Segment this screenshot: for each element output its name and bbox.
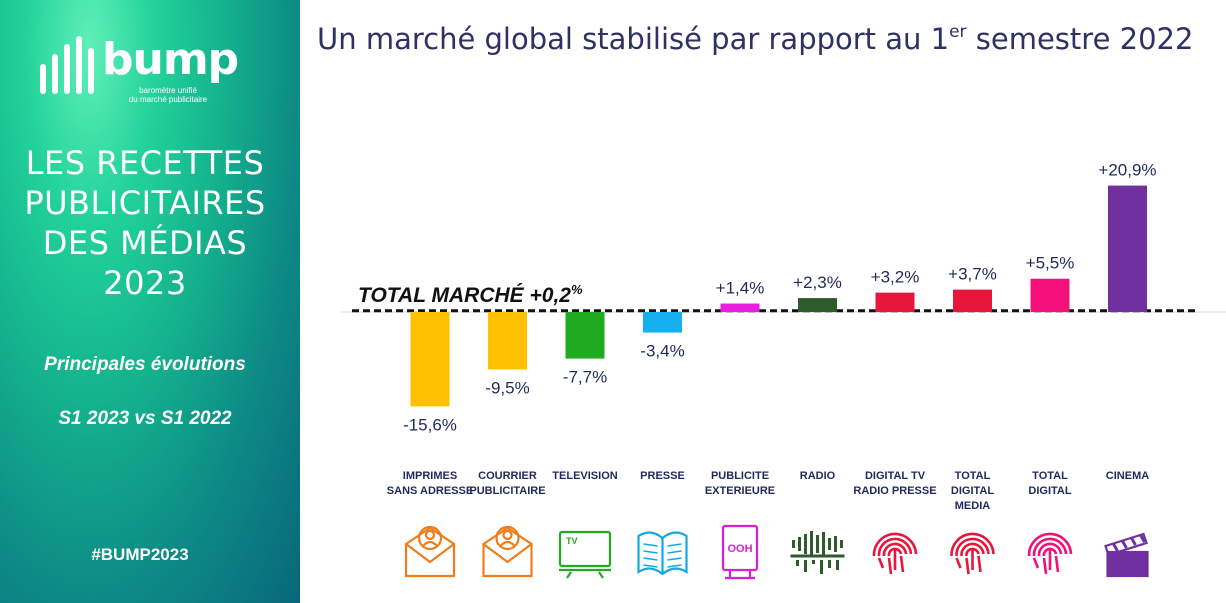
data-label-2: -7,7% bbox=[563, 368, 607, 387]
logo-bars-icon bbox=[40, 36, 100, 94]
clapperboard-icon bbox=[1104, 532, 1149, 578]
logo-wordmark: bump bbox=[102, 34, 239, 85]
category-label-7-2: MEDIA bbox=[955, 500, 991, 512]
hashtag: #BUMP2023 bbox=[91, 545, 189, 564]
bump-logo: bump baromètre unifié du marché publicit… bbox=[40, 34, 260, 106]
bar-4 bbox=[720, 303, 760, 312]
category-label-4-0: PUBLICITE bbox=[711, 470, 769, 482]
tv-icon: TV bbox=[558, 530, 612, 579]
envelope-person-icon bbox=[404, 525, 456, 578]
newspaper-icon bbox=[637, 531, 688, 576]
category-label-2-0: TELEVISION bbox=[552, 470, 617, 482]
bar-6 bbox=[875, 292, 915, 312]
category-label-1-0: COURRIER bbox=[478, 470, 537, 482]
data-label-3: -3,4% bbox=[640, 342, 684, 361]
data-label-9: +20,9% bbox=[1098, 161, 1156, 180]
data-label-4: +1,4% bbox=[716, 279, 765, 298]
svg-text:TV: TV bbox=[566, 536, 578, 546]
logo-tagline: baromètre unifié du marché publicitaire bbox=[128, 86, 208, 104]
bar-5 bbox=[798, 298, 837, 312]
category-label-8-0: TOTAL bbox=[1032, 470, 1068, 482]
category-label-9-0: CINEMA bbox=[1106, 470, 1149, 482]
category-label-0-1: SANS ADRESSE bbox=[387, 485, 473, 497]
category-label-7-1: DIGITAL bbox=[951, 485, 994, 497]
bar-9 bbox=[1108, 185, 1147, 312]
bar-chart: TOTAL MARCHÉ +0,2% -15,6% IMPRIMES SANS ADR… bbox=[340, 161, 1226, 580]
data-label-6: +3,2% bbox=[871, 268, 920, 287]
bar-2 bbox=[565, 312, 605, 359]
data-label-7: +3,7% bbox=[948, 265, 997, 284]
total-market-label: TOTAL MARCHÉ +0,2% bbox=[358, 282, 583, 307]
sidebar-subtitle: Principales évolutions bbox=[44, 354, 246, 375]
category-label-4-1: EXTERIEURE bbox=[705, 485, 775, 497]
category-label-6-1: RADIO PRESSE bbox=[853, 485, 936, 497]
svg-text:OOH: OOH bbox=[727, 543, 752, 555]
fingerprint-icon bbox=[950, 532, 995, 575]
category-label-0-0: IMPRIMES bbox=[403, 470, 457, 482]
category-label-6-0: DIGITAL TV bbox=[865, 470, 926, 482]
category-label-8-1: DIGITAL bbox=[1028, 485, 1071, 497]
sidebar-title: LES RECETTES PUBLICITAIRES DES MÉDIAS 20… bbox=[24, 144, 266, 302]
data-label-8: +5,5% bbox=[1026, 254, 1075, 273]
category-label-7-0: TOTAL bbox=[955, 470, 991, 482]
category-label-1-1: PUBLICITAIRE bbox=[469, 485, 545, 497]
bar-1 bbox=[488, 312, 527, 370]
envelope-person-icon bbox=[482, 525, 533, 578]
bar-0 bbox=[410, 312, 450, 407]
sidebar: bump baromètre unifié du marché publicit… bbox=[0, 0, 300, 603]
bar-3 bbox=[643, 312, 682, 333]
bar-7 bbox=[953, 289, 992, 312]
bar-8 bbox=[1030, 278, 1070, 312]
billboard-icon: OOH bbox=[721, 524, 759, 580]
data-label-5: +2,3% bbox=[793, 273, 842, 292]
category-label-3-0: PRESSE bbox=[640, 470, 685, 482]
data-label-1: -9,5% bbox=[485, 378, 529, 397]
page-title: Un marché global stabilisé par rapport a… bbox=[317, 22, 1194, 56]
soundwave-icon bbox=[790, 531, 845, 574]
fingerprint-icon bbox=[872, 532, 918, 575]
sidebar-period: S1 2023 vs S1 2022 bbox=[58, 408, 232, 429]
fingerprint-icon bbox=[1027, 532, 1073, 575]
category-label-5-0: RADIO bbox=[800, 470, 836, 482]
data-label-0: -15,6% bbox=[403, 415, 457, 434]
